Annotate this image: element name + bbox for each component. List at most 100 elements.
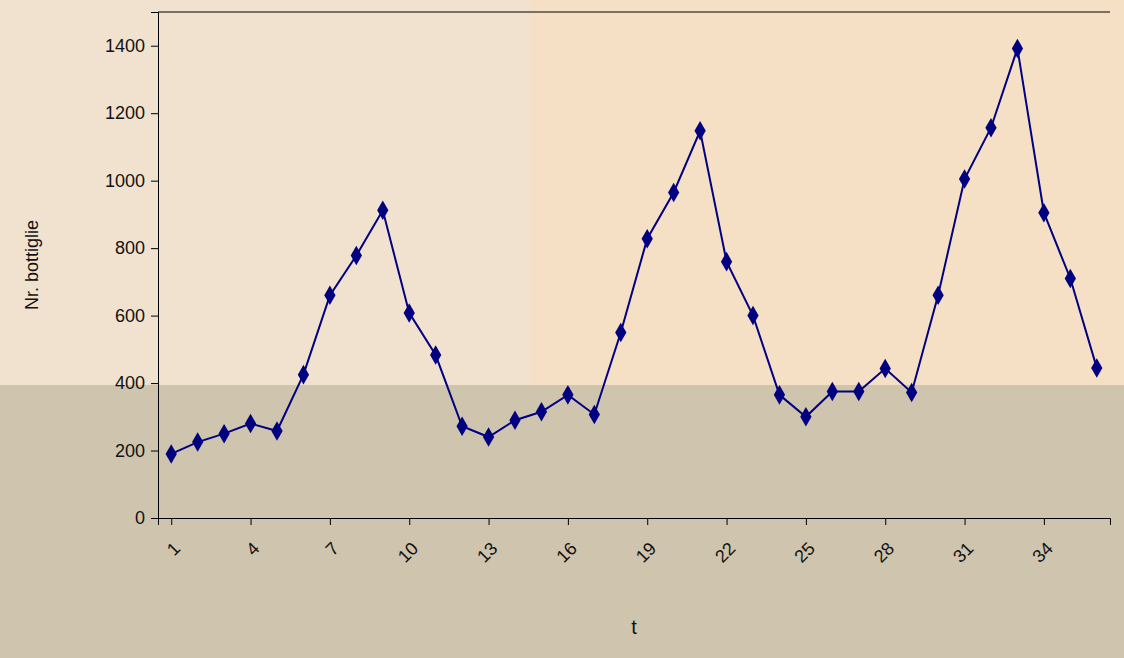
y-tick-label: 600 [115, 306, 145, 326]
x-tick: 22 [711, 518, 739, 567]
data-point [192, 432, 203, 452]
x-tick-label: 7 [322, 538, 343, 559]
x-tick-mark [330, 518, 331, 525]
x-tick: 1 [163, 518, 184, 560]
plot-area [166, 39, 1103, 464]
x-tick-mark [647, 518, 648, 525]
y-tick-label: 800 [115, 238, 145, 258]
x-tick-label: 19 [632, 538, 660, 566]
x-tick-label: 28 [870, 538, 898, 566]
data-point [694, 121, 705, 141]
y-tick-mark [151, 316, 158, 317]
x-tick: 7 [322, 518, 343, 560]
data-point [509, 410, 520, 430]
y-tick: 200 [115, 441, 158, 461]
data-point [456, 416, 467, 436]
data-point [959, 169, 970, 189]
y-tick-label: 1200 [105, 103, 145, 123]
x-tick: 25 [791, 518, 819, 567]
x-tick-label: 1 [163, 538, 184, 559]
x-tick-mark [885, 518, 886, 525]
data-point [932, 286, 943, 306]
y-tick-mark [151, 383, 158, 384]
y-axis: 0 200 400 600 800 1000 1200 1400 [105, 13, 159, 529]
x-tick-mark [568, 518, 569, 525]
y-axis-title: Nr. bottiglie [22, 220, 42, 310]
y-tick-mark [151, 248, 158, 249]
data-point [245, 414, 256, 434]
y-tick: 400 [115, 373, 158, 393]
data-point [827, 382, 838, 402]
data-point [377, 201, 388, 221]
x-tick-mark [806, 518, 807, 525]
x-tick-mark [251, 518, 252, 525]
x-tick-label: 16 [553, 538, 581, 566]
y-tick-label: 1000 [105, 171, 145, 191]
series-line [171, 48, 1097, 453]
y-tick-mark [151, 451, 158, 452]
data-point [1012, 39, 1023, 59]
x-tick: 28 [870, 518, 898, 567]
y-tick-mark [151, 113, 158, 114]
x-tick: 34 [1029, 518, 1057, 567]
y-tick: 800 [115, 238, 158, 258]
x-tick-label: 31 [949, 538, 977, 566]
x-tick-label: 10 [394, 538, 422, 566]
data-point [218, 424, 229, 444]
data-point [430, 345, 441, 365]
data-point [747, 306, 758, 326]
x-axis-line [159, 519, 1111, 526]
y-tick-label: 400 [115, 373, 145, 393]
data-point [298, 365, 309, 385]
x-tick: 4 [242, 518, 263, 560]
data-point [1091, 358, 1102, 378]
x-tick-label: 4 [242, 538, 263, 559]
y-tick: 0 [135, 508, 158, 528]
y-tick: 1400 [105, 36, 158, 56]
data-point [800, 407, 811, 427]
x-tick: 16 [553, 518, 581, 567]
data-point [589, 405, 600, 425]
x-tick-mark [965, 518, 966, 525]
x-tick: 19 [632, 518, 660, 567]
data-point [1065, 269, 1076, 289]
data-point [536, 402, 547, 422]
data-point [642, 229, 653, 249]
background [0, 0, 1124, 658]
x-tick: 10 [394, 518, 422, 567]
data-point [774, 385, 785, 405]
background-lower [0, 385, 1124, 658]
data-point [853, 382, 864, 402]
data-point [880, 359, 891, 379]
chart: 0 200 400 600 800 1000 1200 1400 1 4 7 10 13 16 19 22 25… [0, 0, 1124, 658]
x-tick-label: 25 [791, 538, 819, 566]
data-point [721, 252, 732, 272]
y-tick-label: 200 [115, 441, 145, 461]
data-point [351, 246, 362, 266]
y-tick-mark [151, 181, 158, 182]
x-tick-mark [727, 518, 728, 525]
y-tick-label: 1400 [105, 36, 145, 56]
y-tick: 600 [115, 306, 158, 326]
x-tick-mark [489, 518, 490, 525]
x-tick-mark [1044, 518, 1045, 525]
x-tick-label: 22 [711, 538, 739, 566]
data-point [271, 421, 282, 441]
y-axis-line [151, 13, 159, 519]
data-point [483, 427, 494, 447]
data-point [404, 303, 415, 323]
x-tick-label: 13 [473, 538, 501, 566]
data-point [166, 444, 177, 464]
data-point [906, 383, 917, 403]
data-point [668, 183, 679, 203]
y-tick: 1000 [105, 171, 158, 191]
x-tick-mark [171, 518, 172, 525]
y-tick-mark [151, 518, 158, 519]
data-point [615, 323, 626, 343]
plot-frame [158, 12, 1110, 13]
x-axis-title: t [631, 616, 637, 638]
data-point [562, 385, 573, 405]
data-point [985, 118, 996, 138]
data-point [1038, 203, 1049, 223]
x-tick-label: 34 [1029, 538, 1057, 566]
